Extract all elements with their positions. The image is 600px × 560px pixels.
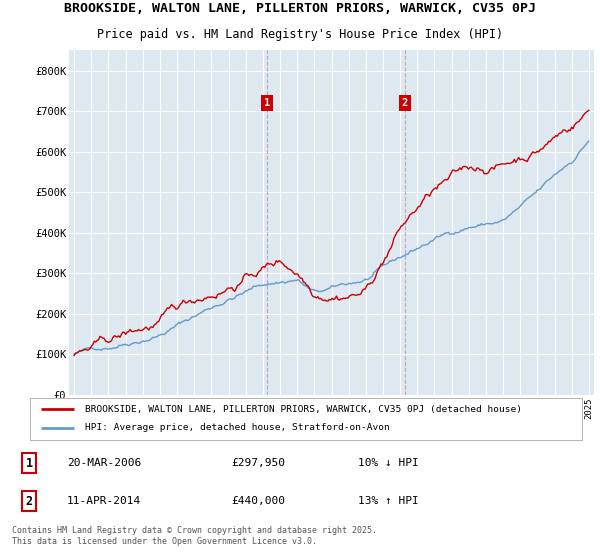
Text: Price paid vs. HM Land Registry's House Price Index (HPI): Price paid vs. HM Land Registry's House … (97, 27, 503, 41)
Text: 2: 2 (26, 495, 33, 508)
Text: Contains HM Land Registry data © Crown copyright and database right 2025.
This d: Contains HM Land Registry data © Crown c… (12, 526, 377, 546)
Text: £440,000: £440,000 (231, 496, 285, 506)
Text: HPI: Average price, detached house, Stratford-on-Avon: HPI: Average price, detached house, Stra… (85, 423, 390, 432)
Text: BROOKSIDE, WALTON LANE, PILLERTON PRIORS, WARWICK, CV35 0PJ: BROOKSIDE, WALTON LANE, PILLERTON PRIORS… (64, 2, 536, 15)
Text: £297,950: £297,950 (231, 458, 285, 468)
Text: 1: 1 (263, 98, 270, 108)
Text: 20-MAR-2006: 20-MAR-2006 (67, 458, 141, 468)
Text: BROOKSIDE, WALTON LANE, PILLERTON PRIORS, WARWICK, CV35 0PJ (detached house): BROOKSIDE, WALTON LANE, PILLERTON PRIORS… (85, 405, 522, 414)
Text: 11-APR-2014: 11-APR-2014 (67, 496, 141, 506)
Text: 2: 2 (402, 98, 408, 108)
Text: 13% ↑ HPI: 13% ↑ HPI (358, 496, 418, 506)
Text: 10% ↓ HPI: 10% ↓ HPI (358, 458, 418, 468)
Text: 1: 1 (26, 457, 33, 470)
